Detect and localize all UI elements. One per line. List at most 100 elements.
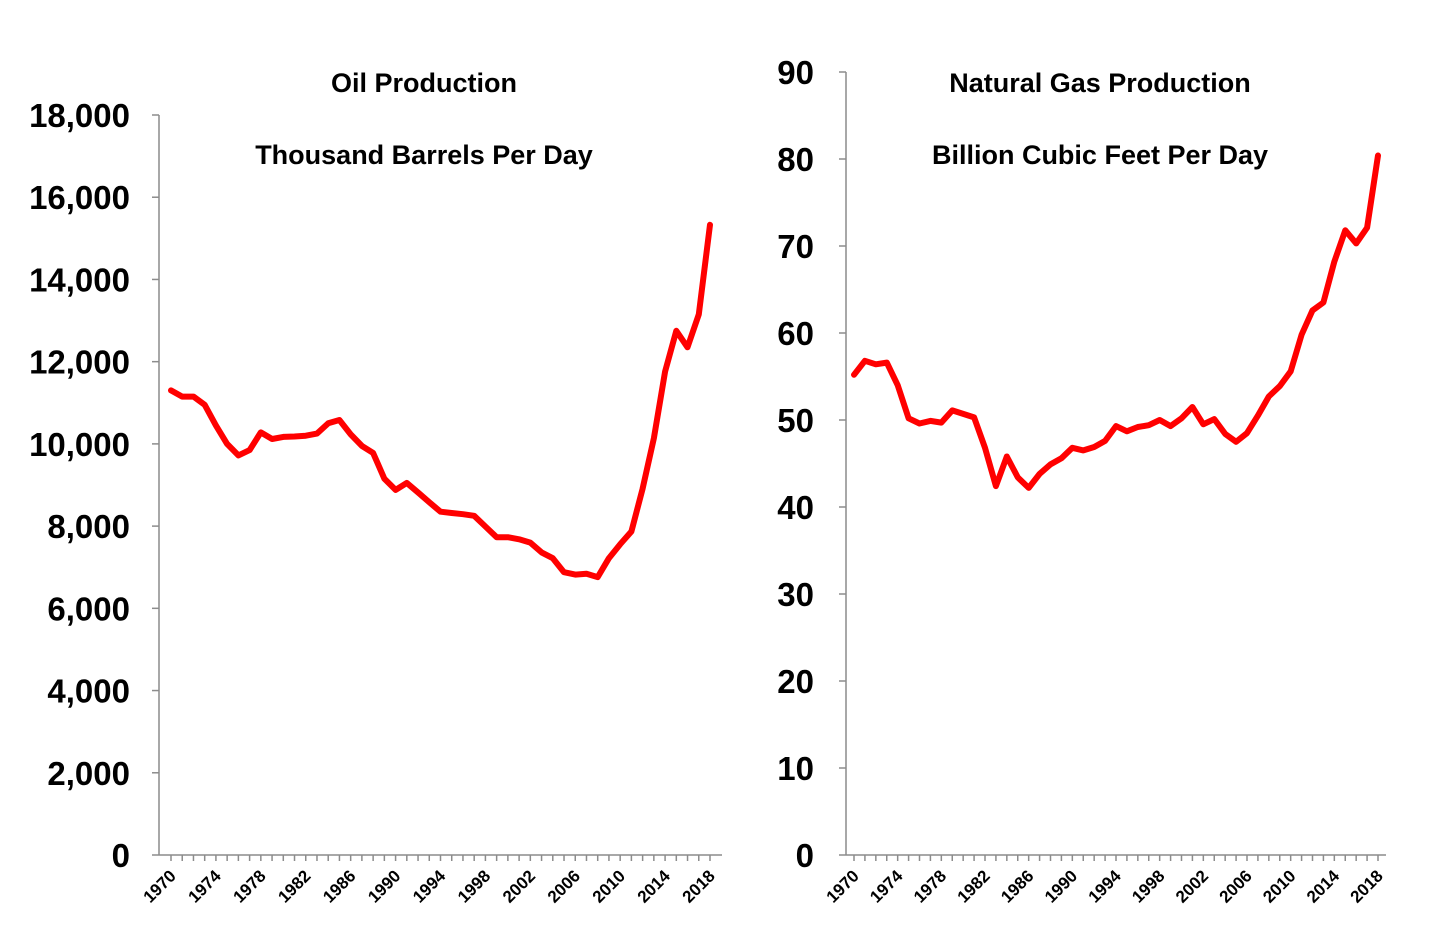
gas-data-point — [1332, 259, 1337, 264]
oil-y-tick-label: 10,000 — [29, 426, 130, 463]
gas-data-point — [1288, 369, 1293, 374]
gas-production-chart: Natural Gas Production Billion Cubic Fee… — [777, 54, 1387, 907]
oil-y-tick-label: 8,000 — [47, 508, 130, 545]
gas-data-point — [917, 421, 922, 426]
gas-data-point — [895, 383, 900, 388]
oil-y-tick-label: 4,000 — [47, 673, 130, 710]
oil-data-point — [427, 500, 432, 505]
oil-data-point — [618, 542, 623, 547]
oil-y-tick-label: 16,000 — [29, 179, 130, 216]
oil-data-point — [258, 430, 263, 435]
oil-chart-subtitle: Thousand Barrels Per Day — [255, 140, 593, 170]
gas-data-point — [1124, 429, 1129, 434]
oil-y-tick-label: 18,000 — [29, 97, 130, 134]
gas-y-tick-label: 70 — [777, 228, 814, 265]
gas-data-point — [1037, 471, 1042, 476]
oil-data-point — [393, 487, 398, 492]
oil-chart-axes — [152, 114, 722, 861]
oil-data-point — [449, 510, 454, 515]
gas-data-point — [1103, 438, 1108, 443]
gas-x-tick-label: 2018 — [1347, 866, 1387, 906]
oil-series — [168, 221, 713, 581]
gas-y-tick-label: 80 — [777, 141, 814, 178]
oil-x-tick-labels: 1970 1974 1978 1982 1986 1990 1994 1998 2002 2006… — [140, 866, 719, 907]
gas-x-tick-label: 1990 — [1041, 866, 1081, 906]
oil-x-tick-label: 2002 — [499, 866, 539, 906]
oil-x-tick-label: 1974 — [185, 866, 226, 907]
gas-data-point — [961, 411, 966, 416]
oil-x-tick-label: 1982 — [274, 866, 314, 906]
gas-data-point — [1201, 422, 1206, 427]
gas-data-point — [1190, 404, 1195, 409]
oil-x-tick-label: 1990 — [364, 866, 404, 906]
oil-data-point — [460, 512, 465, 517]
gas-data-point — [1026, 485, 1031, 490]
oil-data-point — [247, 448, 252, 453]
gas-y-tick-label: 10 — [777, 750, 814, 787]
oil-x-tick-label: 2014 — [634, 866, 675, 907]
oil-data-point — [359, 443, 364, 448]
gas-data-point — [852, 372, 857, 377]
gas-data-point — [1015, 475, 1020, 480]
oil-data-point — [517, 537, 522, 542]
oil-data-point — [337, 418, 342, 423]
oil-data-point — [674, 328, 679, 333]
gas-y-tick-label: 60 — [777, 315, 814, 352]
gas-data-point — [950, 408, 955, 413]
oil-data-point — [584, 571, 589, 576]
oil-y-tick-label: 12,000 — [29, 344, 130, 381]
gas-x-tick-label: 2002 — [1172, 866, 1212, 906]
gas-data-point — [993, 484, 998, 489]
oil-data-point — [595, 575, 600, 580]
oil-data-point — [303, 433, 308, 438]
oil-data-point — [663, 369, 668, 374]
oil-y-tick-label: 6,000 — [47, 590, 130, 627]
gas-data-point — [1070, 445, 1075, 450]
oil-x-tick-label: 1998 — [454, 866, 494, 906]
oil-data-point — [651, 436, 656, 441]
oil-data-point — [438, 509, 443, 514]
oil-data-point — [550, 556, 555, 561]
oil-data-point — [236, 453, 241, 458]
gas-x-tick-label: 1998 — [1128, 866, 1168, 906]
oil-x-tick-label: 2006 — [544, 866, 584, 906]
gas-x-tick-label: 1982 — [954, 866, 994, 906]
gas-data-point — [1266, 394, 1271, 399]
oil-data-point — [505, 535, 510, 540]
oil-data-point — [202, 402, 207, 407]
gas-data-point — [1168, 424, 1173, 429]
gas-chart-axes — [839, 71, 1386, 861]
gas-data-point — [1212, 417, 1217, 422]
oil-data-point — [528, 540, 533, 545]
oil-y-tick-label: 14,000 — [29, 261, 130, 298]
oil-data-point — [382, 476, 387, 481]
gas-data-point — [1299, 332, 1304, 337]
gas-data-point — [1223, 431, 1228, 436]
gas-x-tick-labels: 1970 1974 1978 1982 1986 1990 1994 1998 2002 2006… — [823, 866, 1387, 907]
oil-data-point — [494, 535, 499, 540]
gas-data-point — [873, 362, 878, 367]
gas-chart-title: Natural Gas Production — [949, 68, 1251, 98]
gas-data-point — [1135, 424, 1140, 429]
gas-data-point — [1376, 153, 1381, 158]
gas-data-point — [1234, 439, 1239, 444]
oil-data-point — [348, 432, 353, 437]
gas-data-point — [1277, 384, 1282, 389]
gas-y-tick-label: 50 — [777, 402, 814, 439]
gas-data-point — [1179, 416, 1184, 421]
gas-y-tick-label: 30 — [777, 576, 814, 613]
oil-data-point — [606, 556, 611, 561]
gas-data-point — [1157, 418, 1162, 423]
gas-x-tick-label: 2010 — [1259, 866, 1299, 906]
oil-y-tick-label: 0 — [112, 837, 130, 874]
gas-data-point — [1092, 444, 1097, 449]
oil-x-tick-label: 1970 — [140, 866, 180, 906]
gas-x-tick-label: 1986 — [997, 866, 1037, 906]
gas-data-point — [1255, 413, 1260, 418]
gas-data-point — [1048, 462, 1053, 467]
gas-data-point — [1114, 424, 1119, 429]
oil-production-line — [168, 221, 713, 581]
oil-data-point — [539, 550, 544, 555]
oil-data-point — [483, 524, 488, 529]
